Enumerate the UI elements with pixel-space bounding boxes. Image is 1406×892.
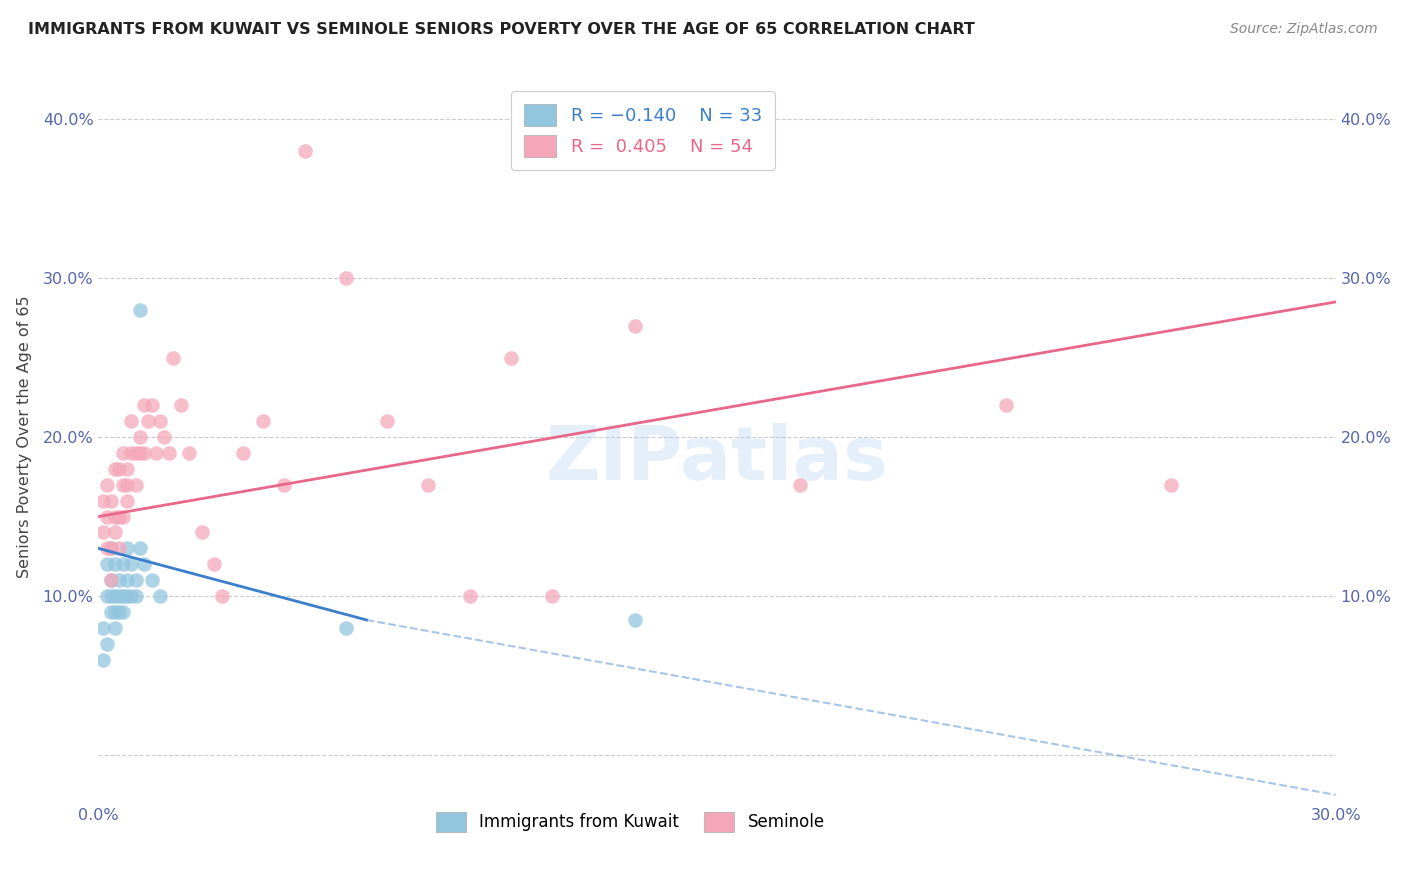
Point [273, 477, 295, 491]
Point [96, 541, 118, 556]
Point [104, 525, 127, 540]
Point [100, 541, 122, 556]
Point [100, 589, 122, 603]
Point [112, 509, 135, 524]
Point [104, 621, 127, 635]
Point [91, 653, 114, 667]
Point [132, 558, 155, 572]
Point [108, 589, 131, 603]
Point [112, 589, 135, 603]
Point [91, 621, 114, 635]
Point [141, 398, 163, 412]
Point [149, 414, 172, 428]
Point [128, 302, 150, 317]
Point [132, 446, 155, 460]
Point [108, 509, 131, 524]
Point [120, 446, 142, 460]
Point [458, 589, 481, 603]
Point [1160, 477, 1182, 491]
Point [418, 477, 440, 491]
Point [117, 573, 139, 587]
Point [100, 541, 122, 556]
Point [108, 462, 131, 476]
Point [100, 573, 122, 587]
Point [117, 541, 139, 556]
Point [100, 605, 122, 619]
Point [120, 414, 142, 428]
Point [96, 477, 118, 491]
Point [91, 493, 114, 508]
Text: IMMIGRANTS FROM KUWAIT VS SEMINOLE SENIORS POVERTY OVER THE AGE OF 65 CORRELATIO: IMMIGRANTS FROM KUWAIT VS SEMINOLE SENIO… [28, 22, 974, 37]
Point [157, 446, 180, 460]
Point [789, 477, 811, 491]
Point [162, 351, 184, 365]
Point [499, 351, 522, 365]
Point [117, 462, 139, 476]
Point [136, 414, 159, 428]
Point [120, 589, 142, 603]
Point [104, 605, 127, 619]
Point [91, 525, 114, 540]
Point [124, 573, 146, 587]
Point [252, 414, 274, 428]
Y-axis label: Seniors Poverty Over the Age of 65: Seniors Poverty Over the Age of 65 [17, 296, 31, 578]
Point [994, 398, 1017, 412]
Point [128, 430, 150, 444]
Legend: Immigrants from Kuwait, Seminole: Immigrants from Kuwait, Seminole [426, 802, 835, 842]
Point [117, 477, 139, 491]
Point [145, 446, 167, 460]
Point [96, 558, 118, 572]
Point [100, 573, 122, 587]
Point [623, 613, 645, 627]
Point [124, 446, 146, 460]
Point [141, 573, 163, 587]
Point [211, 589, 233, 603]
Point [149, 589, 172, 603]
Point [190, 525, 212, 540]
Point [117, 589, 139, 603]
Point [96, 589, 118, 603]
Point [128, 446, 150, 460]
Point [294, 144, 316, 158]
Point [120, 558, 142, 572]
Point [375, 414, 398, 428]
Point [100, 493, 122, 508]
Point [104, 558, 127, 572]
Point [128, 541, 150, 556]
Point [108, 605, 131, 619]
Point [541, 589, 564, 603]
Point [96, 509, 118, 524]
Point [108, 541, 131, 556]
Point [124, 477, 146, 491]
Point [108, 573, 131, 587]
Point [117, 493, 139, 508]
Point [132, 398, 155, 412]
Text: ZIPatlas: ZIPatlas [546, 423, 889, 496]
Point [104, 509, 127, 524]
Point [179, 446, 201, 460]
Point [104, 462, 127, 476]
Point [112, 446, 135, 460]
Point [112, 477, 135, 491]
Point [112, 605, 135, 619]
Point [170, 398, 193, 412]
Text: Source: ZipAtlas.com: Source: ZipAtlas.com [1230, 22, 1378, 37]
Point [153, 430, 176, 444]
Point [124, 589, 146, 603]
Point [623, 318, 645, 333]
Point [202, 558, 225, 572]
Point [96, 637, 118, 651]
Point [335, 271, 357, 285]
Point [112, 558, 135, 572]
Point [104, 589, 127, 603]
Point [232, 446, 254, 460]
Point [335, 621, 357, 635]
